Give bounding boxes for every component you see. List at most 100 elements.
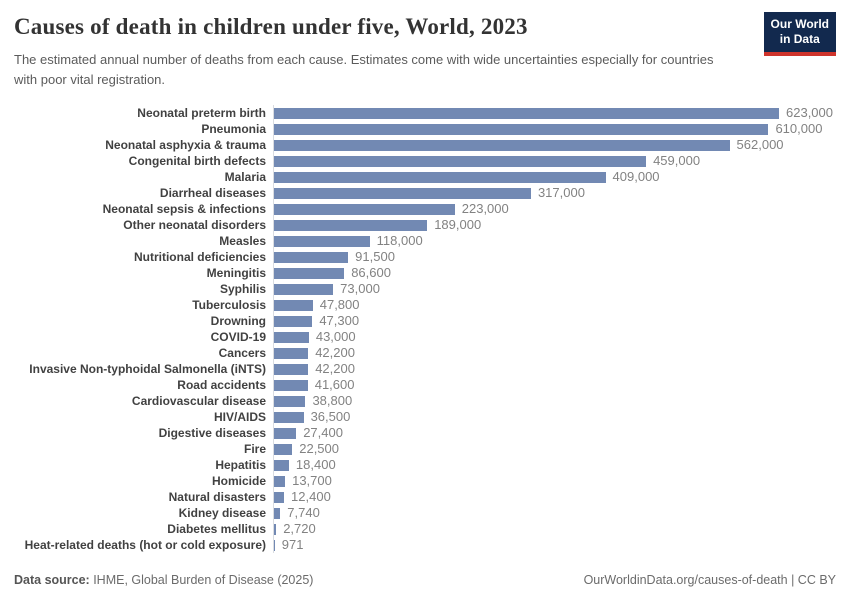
- value-label: 36,500: [310, 409, 351, 424]
- category-label: Cancers: [218, 346, 266, 360]
- bar[interactable]: [274, 475, 286, 487]
- data-source: Data source: IHME, Global Burden of Dise…: [14, 573, 313, 587]
- bar-track: 610,000: [273, 121, 836, 137]
- value-label: 7,740: [287, 505, 320, 520]
- bar[interactable]: [274, 251, 349, 263]
- bar[interactable]: [274, 523, 277, 535]
- value-label: 73,000: [340, 281, 380, 296]
- bar-row: Cancers 42,200: [14, 345, 836, 361]
- bar[interactable]: [274, 443, 293, 455]
- bar-track: 2,720: [273, 521, 836, 537]
- bar-track: 12,400: [273, 489, 836, 505]
- bar[interactable]: [274, 267, 345, 279]
- bar-row: COVID-19 43,000: [14, 329, 836, 345]
- bar-row: Hepatitis 18,400: [14, 457, 836, 473]
- category-label: Invasive Non-typhoidal Salmonella (iNTS): [29, 362, 266, 376]
- value-label: 2,720: [283, 521, 316, 536]
- bar[interactable]: [274, 507, 281, 519]
- category-label: Natural disasters: [168, 490, 266, 504]
- category-label: Neonatal asphyxia & trauma: [105, 138, 266, 152]
- category-label: Cardiovascular disease: [131, 394, 266, 408]
- category-label: Diabetes mellitus: [167, 522, 266, 536]
- category-label: Neonatal preterm birth: [137, 106, 266, 120]
- bar[interactable]: [274, 235, 370, 247]
- bar[interactable]: [274, 283, 334, 295]
- bar-row: HIV/AIDS 36,500: [14, 409, 836, 425]
- category-label: Homicide: [211, 474, 266, 488]
- bar[interactable]: [274, 187, 531, 199]
- bar-row: Neonatal sepsis & infections 223,000: [14, 201, 836, 217]
- bar[interactable]: [274, 491, 285, 503]
- category-label: Malaria: [224, 170, 266, 184]
- bar[interactable]: [274, 331, 309, 343]
- bar[interactable]: [274, 315, 313, 327]
- bar[interactable]: [274, 123, 769, 135]
- bar[interactable]: [274, 363, 309, 375]
- value-label: 38,800: [312, 393, 353, 408]
- category-label: Kidney disease: [178, 506, 266, 520]
- value-label: 562,000: [736, 137, 784, 152]
- bar-track: 27,400: [273, 425, 836, 441]
- bar-row: Measles 118,000: [14, 233, 836, 249]
- value-label: 623,000: [786, 105, 833, 120]
- bar[interactable]: [274, 411, 304, 423]
- bar[interactable]: [274, 379, 308, 391]
- category-label: Neonatal sepsis & infections: [102, 202, 266, 216]
- category-label: Hepatitis: [215, 458, 266, 472]
- category-label: Diarrheal diseases: [159, 186, 266, 200]
- bar[interactable]: [274, 299, 313, 311]
- bar-track: 623,000: [273, 105, 836, 121]
- bar[interactable]: [274, 171, 606, 183]
- bar-track: 13,700: [273, 473, 836, 489]
- bar-row: Digestive diseases 27,400: [14, 425, 836, 441]
- bar-row: Congenital birth defects 459,000: [14, 153, 836, 169]
- bar-track: 7,740: [273, 505, 836, 521]
- category-label: Road accidents: [177, 378, 266, 392]
- value-label: 971: [281, 537, 304, 552]
- bar-row: Malaria 409,000: [14, 169, 836, 185]
- value-label: 13,700: [292, 473, 332, 488]
- bar-row: Cardiovascular disease 38,800: [14, 393, 836, 409]
- bar-track: 43,000: [273, 329, 836, 345]
- bar[interactable]: [274, 539, 275, 551]
- value-label: 18,400: [295, 457, 336, 472]
- bar-track: 317,000: [273, 185, 836, 201]
- bar-track: 18,400: [273, 457, 836, 473]
- bar-track: 22,500: [273, 441, 836, 457]
- bar-track: 971: [273, 537, 836, 553]
- category-label: Digestive diseases: [158, 426, 266, 440]
- bar-row: Diarrheal diseases 317,000: [14, 185, 836, 201]
- bar-track: 459,000: [273, 153, 836, 169]
- value-label: 189,000: [434, 217, 482, 232]
- bar[interactable]: [274, 203, 455, 215]
- value-label: 47,300: [319, 313, 360, 328]
- bar-track: 42,200: [273, 345, 836, 361]
- bar[interactable]: [274, 155, 647, 167]
- bar-track: 189,000: [273, 217, 836, 233]
- bar[interactable]: [274, 395, 306, 407]
- bar[interactable]: [274, 427, 297, 439]
- bar[interactable]: [274, 347, 309, 359]
- value-label: 22,500: [299, 441, 339, 456]
- bar-row: Diabetes mellitus 2,720: [14, 521, 836, 537]
- bar-row: Tuberculosis 47,800: [14, 297, 836, 313]
- category-label: Meningitis: [206, 266, 266, 280]
- bar-row: Road accidents 41,600: [14, 377, 836, 393]
- bar[interactable]: [274, 459, 289, 471]
- bar-row: Natural disasters 12,400: [14, 489, 836, 505]
- value-label: 42,200: [315, 345, 355, 360]
- bar-track: 91,500: [273, 249, 836, 265]
- bar-row: Drowning 47,300: [14, 313, 836, 329]
- bar-row: Homicide 13,700: [14, 473, 836, 489]
- value-label: 43,000: [315, 329, 356, 344]
- category-label: Congenital birth defects: [128, 154, 266, 168]
- bar[interactable]: [274, 107, 779, 119]
- bar[interactable]: [274, 139, 730, 151]
- bar-row: Meningitis 86,600: [14, 265, 836, 281]
- bar-row: Kidney disease 7,740: [14, 505, 836, 521]
- data-source-text: IHME, Global Burden of Disease (2025): [89, 573, 314, 587]
- value-label: 12,400: [291, 489, 331, 504]
- bar[interactable]: [274, 219, 428, 231]
- value-label: 223,000: [461, 201, 509, 216]
